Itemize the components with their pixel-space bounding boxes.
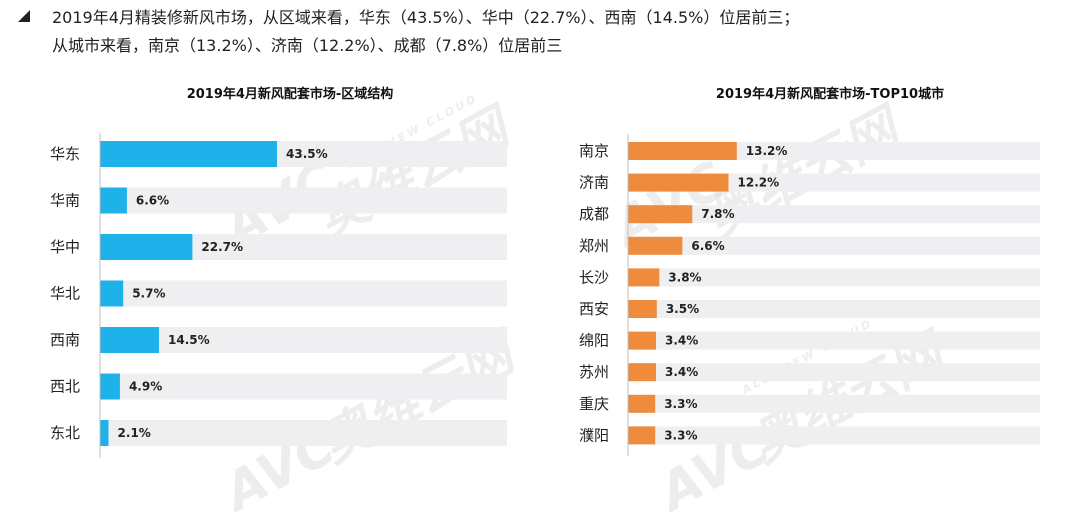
bar — [628, 426, 656, 445]
category-label: 华东 — [50, 145, 80, 163]
chart-title-region: 2019年4月新风配套市场-区域结构 — [186, 87, 394, 102]
data-label: 7.8% — [701, 207, 734, 221]
category-label: 南京 — [579, 142, 609, 160]
category-label: 西北 — [50, 378, 80, 396]
category-label: 郑州 — [579, 237, 609, 255]
category-label: 济南 — [579, 174, 609, 192]
summary-line-2: 从城市来看，南京（13.2%）、济南（12.2%）、成都（7.8%）位居前三 — [52, 36, 563, 55]
bar — [100, 373, 120, 400]
data-label: 3.3% — [664, 397, 697, 411]
bar — [100, 280, 124, 307]
bar — [100, 141, 277, 167]
bar-track — [100, 420, 507, 446]
category-label: 长沙 — [579, 268, 609, 286]
bar — [628, 142, 737, 160]
data-label: 3.5% — [666, 302, 699, 316]
category-label: 成都 — [579, 205, 609, 223]
bar — [628, 331, 656, 350]
bar — [628, 236, 683, 255]
category-label: 华北 — [50, 285, 80, 303]
data-label: 3.4% — [665, 365, 698, 379]
summary-line-1: 2019年4月精装修新风市场，从区域来看，华东（43.5%）、华中（22.7%）… — [52, 8, 800, 27]
bar-track — [628, 394, 1040, 413]
bar-charts: 华东 43.5% 华南 6.6% 华中 22.7% 华北 5.7% 西南 14.5% 西北 4.9% 东… — [50, 133, 1040, 458]
category-label: 濮阳 — [579, 426, 609, 444]
bar-track — [628, 205, 1040, 224]
bar-track — [628, 426, 1040, 445]
category-label: 苏州 — [579, 363, 609, 381]
bar — [628, 268, 660, 287]
data-label: 4.9% — [129, 380, 162, 394]
bar — [628, 173, 729, 192]
bar — [100, 420, 109, 446]
data-label: 14.5% — [168, 333, 210, 347]
bar — [628, 205, 693, 224]
bar — [100, 234, 193, 260]
bar — [100, 327, 159, 353]
data-label: 5.7% — [132, 287, 165, 301]
bar-track — [628, 236, 1040, 255]
category-label: 重庆 — [579, 395, 609, 413]
category-label: 西安 — [579, 300, 609, 318]
bar-track — [100, 187, 507, 214]
bar-track — [628, 363, 1040, 382]
data-label: 3.4% — [665, 334, 698, 348]
data-label: 6.6% — [691, 239, 724, 253]
data-label: 3.3% — [664, 428, 697, 442]
data-label: 6.6% — [136, 194, 169, 208]
bar-track — [100, 327, 507, 353]
category-label: 西南 — [50, 331, 80, 349]
data-label: 2.1% — [118, 426, 151, 440]
bar-track — [628, 331, 1040, 350]
bar-track — [100, 373, 507, 400]
category-label: 华中 — [50, 238, 80, 256]
bar — [628, 300, 657, 318]
category-label: 东北 — [50, 424, 80, 442]
data-label: 43.5% — [286, 147, 328, 161]
bar-track — [628, 300, 1040, 318]
data-label: 3.8% — [668, 270, 701, 284]
bar — [628, 394, 656, 413]
triangle-bullet-icon — [18, 10, 30, 22]
data-label: 12.2% — [738, 176, 780, 190]
data-label: 22.7% — [201, 240, 243, 254]
bar-track — [628, 268, 1040, 287]
chart-title-cities: 2019年4月新风配套市场-TOP10城市 — [715, 87, 945, 102]
data-label: 13.2% — [746, 144, 788, 158]
category-label: 华南 — [50, 192, 80, 210]
bar-track — [628, 173, 1040, 192]
bar — [100, 187, 127, 214]
bar — [628, 363, 656, 382]
category-label: 绵阳 — [579, 332, 609, 350]
bar-track — [100, 280, 507, 307]
